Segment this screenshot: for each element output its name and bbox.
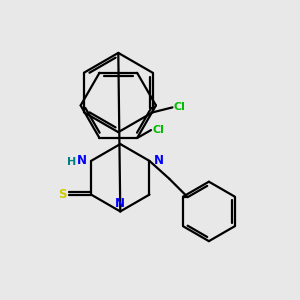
Text: Cl: Cl	[153, 125, 165, 135]
Text: H: H	[67, 157, 76, 167]
Text: N: N	[115, 197, 125, 210]
Text: Cl: Cl	[173, 102, 185, 112]
Text: N: N	[77, 154, 87, 167]
Text: S: S	[58, 188, 66, 201]
Text: N: N	[153, 154, 164, 167]
